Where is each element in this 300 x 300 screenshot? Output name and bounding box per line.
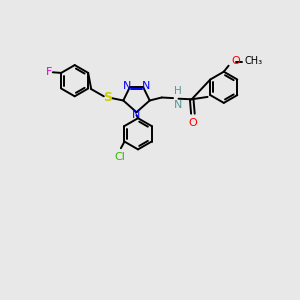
Text: N: N bbox=[132, 110, 141, 120]
Text: CH₃: CH₃ bbox=[245, 56, 263, 67]
Text: O: O bbox=[188, 118, 197, 128]
Text: Cl: Cl bbox=[115, 152, 126, 162]
Text: S: S bbox=[103, 91, 112, 104]
Text: F: F bbox=[45, 67, 52, 77]
Text: N: N bbox=[123, 81, 131, 91]
Text: N: N bbox=[142, 81, 150, 91]
Text: N: N bbox=[174, 100, 182, 110]
Text: O: O bbox=[231, 56, 240, 67]
Text: H: H bbox=[174, 86, 182, 96]
